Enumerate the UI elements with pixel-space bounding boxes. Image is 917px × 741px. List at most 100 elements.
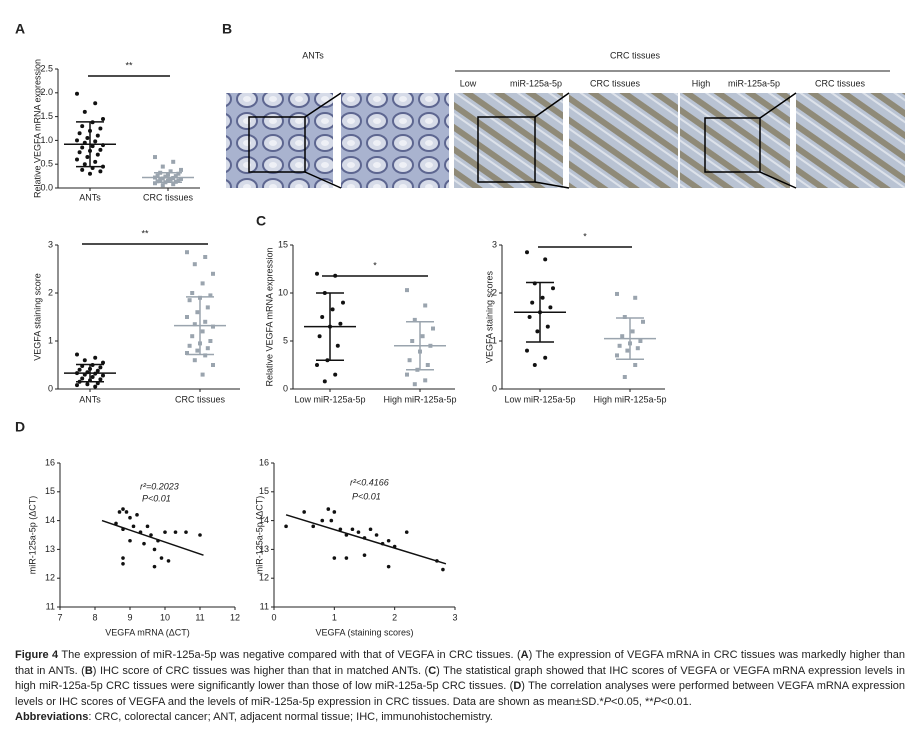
significance: * [373,260,377,270]
y-tick-label: 11 [260,601,269,611]
x-tick-label: Low miR-125a-5p [294,394,365,404]
data-point [121,562,125,566]
data-point [525,250,529,255]
y-axis-label: Relative VEGFA mRNA expression [32,59,42,198]
header: miR-125a-5p [510,78,562,88]
x-tick-label: ANTs [79,192,101,202]
data-point [101,116,105,121]
significance: ** [125,60,133,70]
data-point [338,321,343,326]
micrograph [796,93,905,188]
data-point [203,255,208,259]
data-point [80,376,85,381]
figure-label: Figure 4 [15,649,59,661]
annotation: r²=0.2023 [140,481,179,491]
data-point [82,358,87,363]
header: CRC tissues [590,78,641,88]
data-point [187,298,192,303]
data-point [93,355,98,360]
data-point [333,372,338,377]
data-point [98,147,103,152]
y-tick-label: 13 [259,544,269,554]
data-point [407,358,412,363]
data-point [93,384,98,389]
y-tick-label: 15 [259,486,269,496]
data-point [85,155,90,160]
caption-text: <0.05, ** [611,695,654,708]
data-point [80,124,85,129]
micrograph [454,93,563,188]
data-point [168,169,173,174]
data-point [185,315,189,319]
data-point [332,556,337,560]
y-tick-label: 0.0 [40,182,53,192]
x-tick-label: High miR-125a-5p [383,394,456,404]
data-point [208,339,213,343]
data-point [155,179,160,184]
data-point [423,303,428,308]
x-tick-label: 2 [392,612,397,622]
data-point [121,507,125,511]
y-tick-label: 2 [492,287,497,297]
y-tick-label: 16 [45,457,55,467]
data-point [545,324,550,329]
data-point [441,567,445,572]
data-point [405,372,409,377]
data-point [195,348,200,353]
data-point [184,530,188,534]
data-point [410,339,415,343]
data-point [284,524,288,529]
x-tick-label: CRC tissues [143,192,194,202]
y-tick-label: 10 [278,287,288,297]
data-point [329,518,334,523]
data-point [75,352,79,357]
data-point [532,363,537,367]
y-tick-label: 0 [492,383,497,393]
data-point [350,527,355,532]
data-point [527,315,532,319]
annotation: P<0.01 [352,491,381,501]
data-point [75,91,79,96]
data-point [166,559,171,563]
y-tick-label: 11 [46,601,55,611]
data-point [386,538,391,543]
x-tick-label: 10 [160,612,170,622]
y-tick-label: 16 [259,457,269,467]
data-point [320,315,325,319]
data-point [635,346,640,351]
data-point [404,530,409,534]
data-point [356,530,361,534]
data-point [320,518,325,523]
y-tick-label: 2.0 [40,87,53,97]
y-tick-label: 1 [48,335,53,345]
data-point [322,379,327,384]
data-point [638,339,643,343]
chart: 0 5 10 15 Relative VEGFA mRNA expression Low … [264,239,456,404]
data-point [543,257,548,262]
data-point [203,353,208,358]
data-point [622,315,627,319]
header: miR-125a-5p [728,78,780,88]
data-point [75,138,79,143]
data-point [160,176,165,181]
data-point [160,183,165,188]
data-point [159,556,164,560]
data-point [82,109,87,114]
caption-italic: P [653,695,661,708]
data-point [412,382,417,387]
y-tick-label: 3 [492,239,497,249]
caption-ref: D [513,680,522,693]
data-point [335,343,340,348]
data-point [332,510,337,514]
data-point [185,250,189,255]
y-tick-label: 2 [48,287,53,297]
y-tick-label: 14 [259,515,269,525]
data-point [208,293,213,298]
figure: A B C D ANTs CRC tissues Low miR-125a-5p… [15,21,905,637]
data-point [128,538,132,543]
zoom-box [248,92,797,189]
data-point [630,329,635,334]
data-point [633,363,638,367]
panel-label: C [256,213,266,229]
